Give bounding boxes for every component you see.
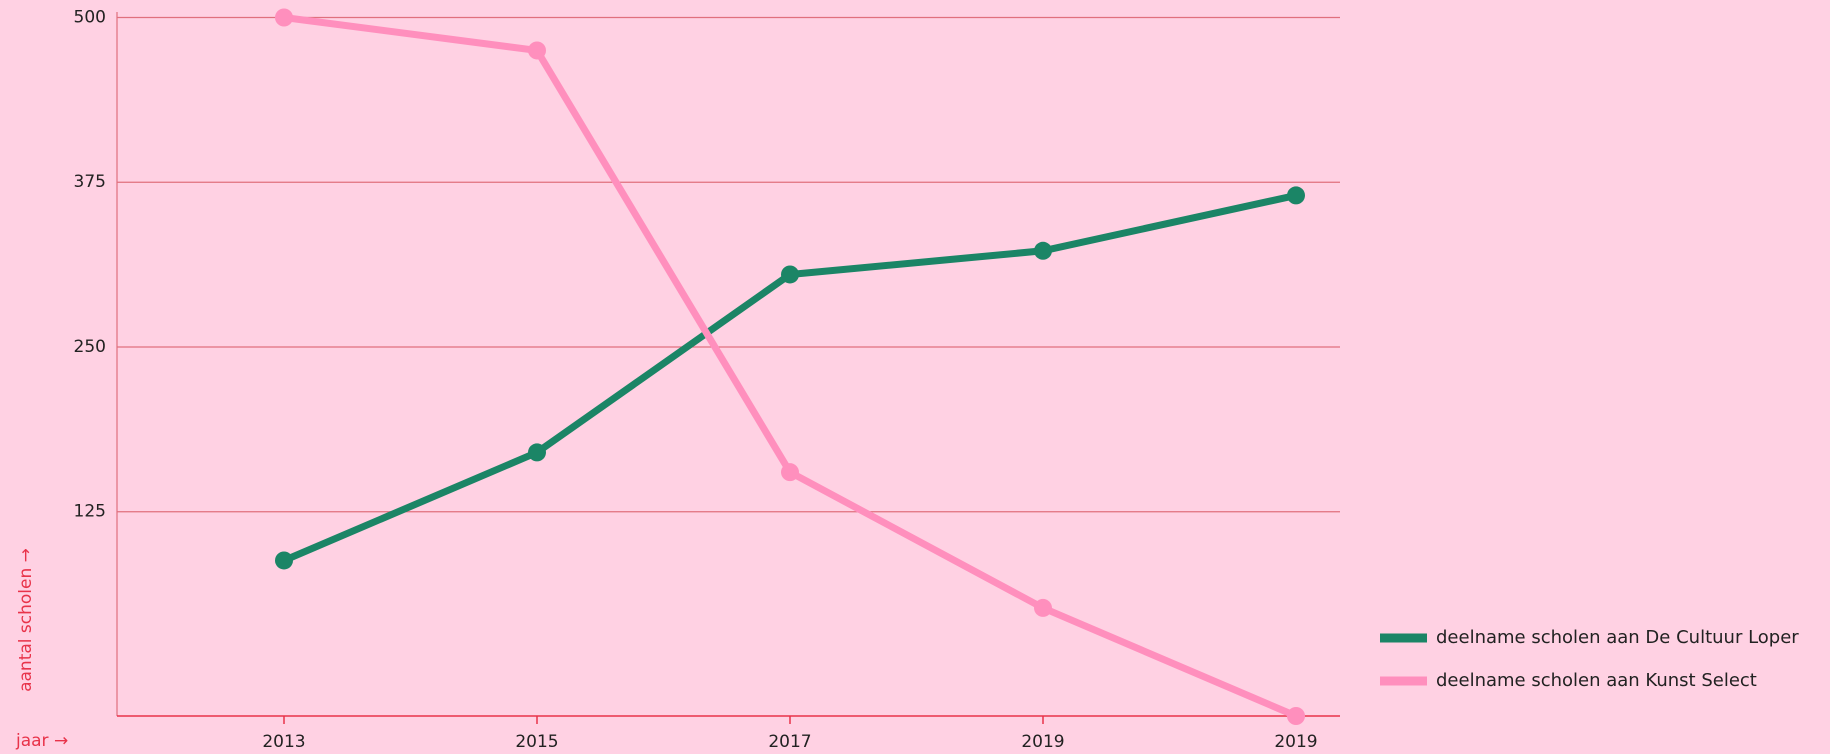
data-point [528, 41, 546, 60]
data-point [1034, 241, 1052, 260]
y-tick-label: 375 [74, 172, 106, 192]
y-tick-label: 250 [74, 337, 106, 357]
x-axis-label: jaar → [15, 731, 68, 751]
data-point [781, 265, 799, 284]
y-tick-label: 125 [74, 502, 106, 522]
legend-label: deelname scholen aan Kunst Select [1436, 670, 1757, 691]
x-tick-label: 2013 [262, 732, 305, 752]
y-axis-label: aantal scholen → [16, 548, 36, 692]
data-point [1287, 707, 1305, 725]
data-point [275, 8, 293, 27]
data-point [275, 551, 293, 570]
x-tick-label: 2017 [768, 732, 811, 752]
data-point [781, 463, 799, 482]
x-tick-label: 2015 [515, 732, 558, 752]
x-tick-label: 2019 [1274, 732, 1317, 752]
data-point [1287, 186, 1305, 205]
data-point [528, 443, 546, 462]
x-tick-label: 2019 [1021, 732, 1064, 752]
y-tick-label: 500 [74, 8, 106, 28]
legend-label: deelname scholen aan De Cultuur Loper [1436, 627, 1799, 648]
data-point [1034, 598, 1052, 617]
